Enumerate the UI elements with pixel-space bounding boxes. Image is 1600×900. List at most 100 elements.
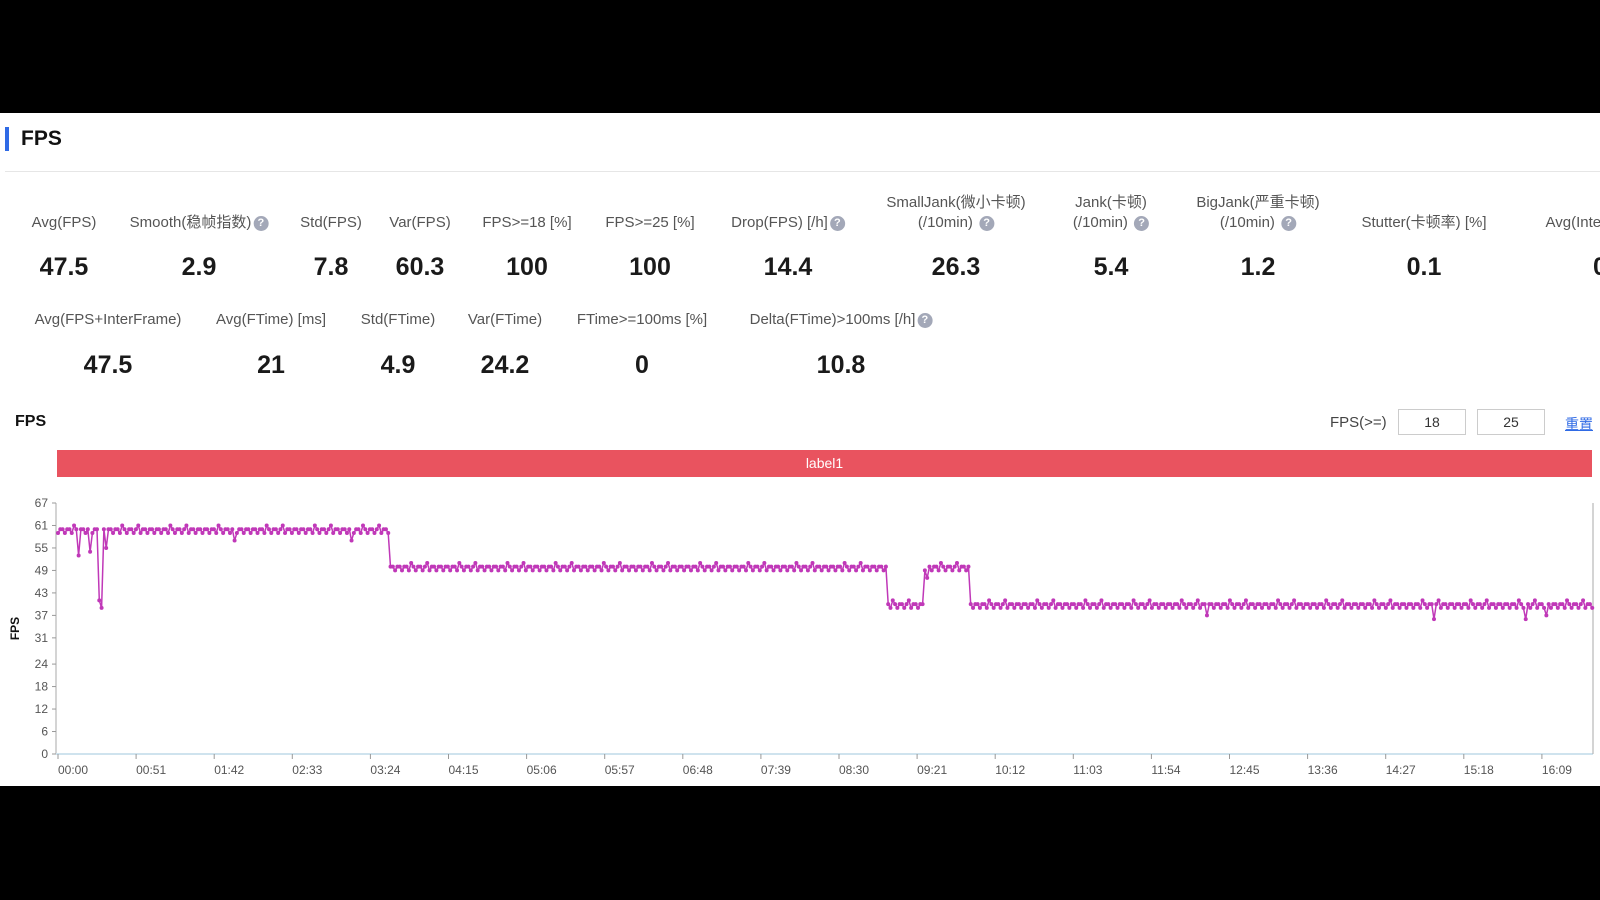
help-icon[interactable]: ? [1134,216,1150,231]
help-icon[interactable]: ? [1281,216,1297,231]
stat-label: Delta(FTime)>100ms [/h]? [750,310,933,330]
threshold-input-1[interactable]: 18 [1398,409,1466,435]
fps-data-point [748,564,753,569]
fps-data-point [842,560,847,565]
fps-data-point [1049,602,1054,607]
fps-data-point [1493,605,1498,610]
fps-data-point [1120,602,1125,607]
fps-data-point [1567,602,1572,607]
fps-data-point [1012,605,1017,610]
reset-link[interactable]: 重置 [1565,416,1593,432]
help-icon[interactable]: ? [979,216,995,231]
threshold-input-2[interactable]: 25 [1477,409,1545,435]
fps-data-point [338,530,343,535]
fps-data-point [778,568,783,573]
stat-stats_row1-2: Std(FPS) [300,213,362,233]
fps-data-point [1257,602,1262,607]
fps-data-point [1328,605,1333,610]
fps-data-point [1340,598,1345,603]
fps-data-point [1092,602,1097,607]
fps-data-point [1179,598,1184,603]
fps-data-point [1225,605,1230,610]
fps-data-point [883,564,888,569]
stat-label: Avg(FTime) [ms] [216,310,326,330]
stat-label: Avg(FPS) [32,213,97,233]
help-icon[interactable]: ? [253,216,269,231]
stat-stats_row1-3: Var(FPS) [389,213,450,233]
fps-data-point [856,564,861,569]
fps-data-point [1039,605,1044,610]
fps-data-point [565,568,570,573]
fps-data-point [666,560,671,565]
help-icon[interactable]: ? [917,313,933,328]
fps-data-point [168,523,173,528]
fps-data-point [831,564,836,569]
fps-data-point [702,568,707,573]
stat-unit-text: (/10min) [1219,214,1275,231]
y-tick-label: 55 [35,541,49,555]
fps-data-point [76,553,81,558]
fps-data-point [698,560,703,565]
fps-data-point [1372,598,1377,603]
fps-data-point [693,564,698,569]
fps-data-point [62,530,67,535]
y-tick-label: 67 [35,496,49,510]
fps-data-point [1106,602,1111,607]
fps-data-point [1271,602,1276,607]
fps-data-point [1113,602,1118,607]
fps-data-point [1016,602,1021,607]
fps-data-point [746,560,751,565]
fps-data-point [81,527,86,532]
fps-data-point [1500,605,1505,610]
fps-data-point [1170,605,1175,610]
fps-data-point [796,564,801,569]
fps-chart[interactable]: 0 6 12 18 24 31 37 43 49 55 61 67 00:00 00:51 01:42 02:… [0,480,1600,786]
fps-data-point [505,560,510,565]
fps-data-point [1060,605,1065,610]
fps-data-point [737,568,742,573]
fps-data-point [1397,605,1402,610]
fps-data-point [553,560,558,565]
stat-value: 26.3 [931,253,981,281]
fps-data-point [1078,602,1083,607]
y-tick-label: 49 [35,563,49,577]
stat-value: 60.3 [395,253,445,281]
fps-data-point [711,564,716,569]
fps-data-point [1434,602,1439,607]
fps-data-point [1418,605,1423,610]
fps-data-point [115,527,120,532]
fps-data-point [1542,605,1547,610]
fps-data-point [688,568,693,573]
chart-title: FPS [15,413,47,430]
label-bar[interactable]: label1 [57,450,1592,477]
fps-data-point [294,527,299,532]
fps-data-point [452,564,457,569]
fps-data-point [276,530,281,535]
y-tick-label: 37 [35,608,49,622]
fps-data-point [1581,598,1586,603]
fps-data-point [1003,598,1008,603]
fps-data-point [221,530,226,535]
fps-data-point [847,568,852,573]
fps-data-point [551,568,556,573]
fps-data-point [585,568,590,573]
stat-stats_row2-0: Avg(FPS+InterFrame) [35,310,182,330]
fps-data-point [1149,605,1154,610]
fps-data-point [1315,605,1320,610]
fps-data-point [1198,605,1203,610]
stat-label: Stutter(卡顿率) [%] [1361,213,1486,233]
stat-label-text: Smooth(稳帧指数) [129,214,252,231]
fps-data-point [1565,598,1570,603]
fps-data-point [514,564,519,569]
fps-data-point [675,568,680,573]
fps-data-point [1411,605,1416,610]
fps-data-point [1115,605,1120,610]
fps-data-point [1409,602,1414,607]
stat-label: SmallJank(微小卡顿) [886,193,1025,213]
help-icon[interactable]: ? [829,216,845,231]
fps-data-point [177,527,182,532]
fps-data-point [982,602,987,607]
stat-unit-text: (/10min) [1072,214,1128,231]
fps-data-point [764,568,769,573]
fps-data-point [975,602,980,607]
